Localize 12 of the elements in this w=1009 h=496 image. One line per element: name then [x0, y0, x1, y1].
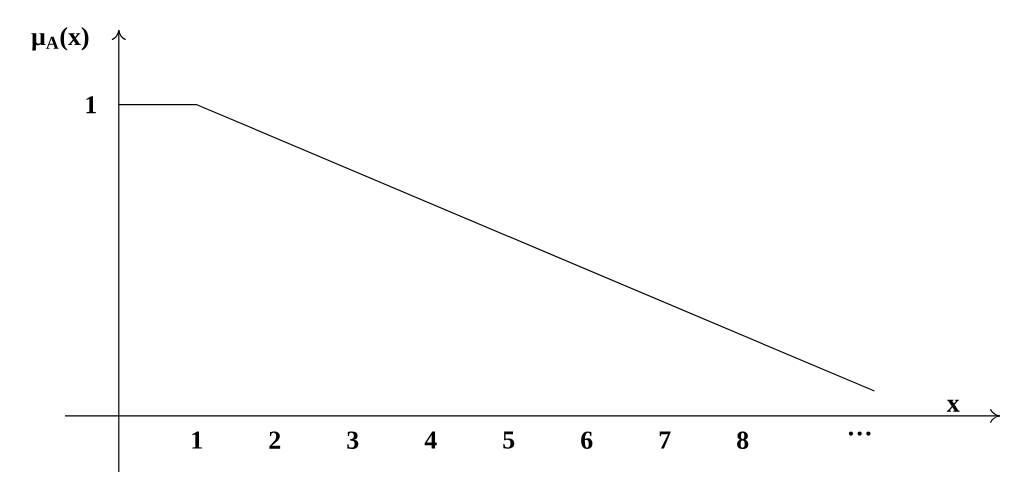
x-tick-label: 1 [192, 431, 202, 449]
x-tick-label: 5 [503, 431, 515, 449]
x-tick-label: 8 [737, 431, 749, 449]
x-axis-title: x [946, 399, 960, 412]
x-tick-label: 3 [347, 431, 359, 449]
x-tick-label: 7 [659, 431, 671, 449]
x-tick-label: 6 [581, 431, 593, 449]
x-tick-label: … [848, 431, 871, 436]
y-axis-title: μ$_{A}$(x) [31, 27, 89, 51]
x-tick-label: 4 [424, 431, 437, 449]
x-tick-label: 2 [269, 431, 281, 449]
annotation: 1 [86, 96, 96, 114]
